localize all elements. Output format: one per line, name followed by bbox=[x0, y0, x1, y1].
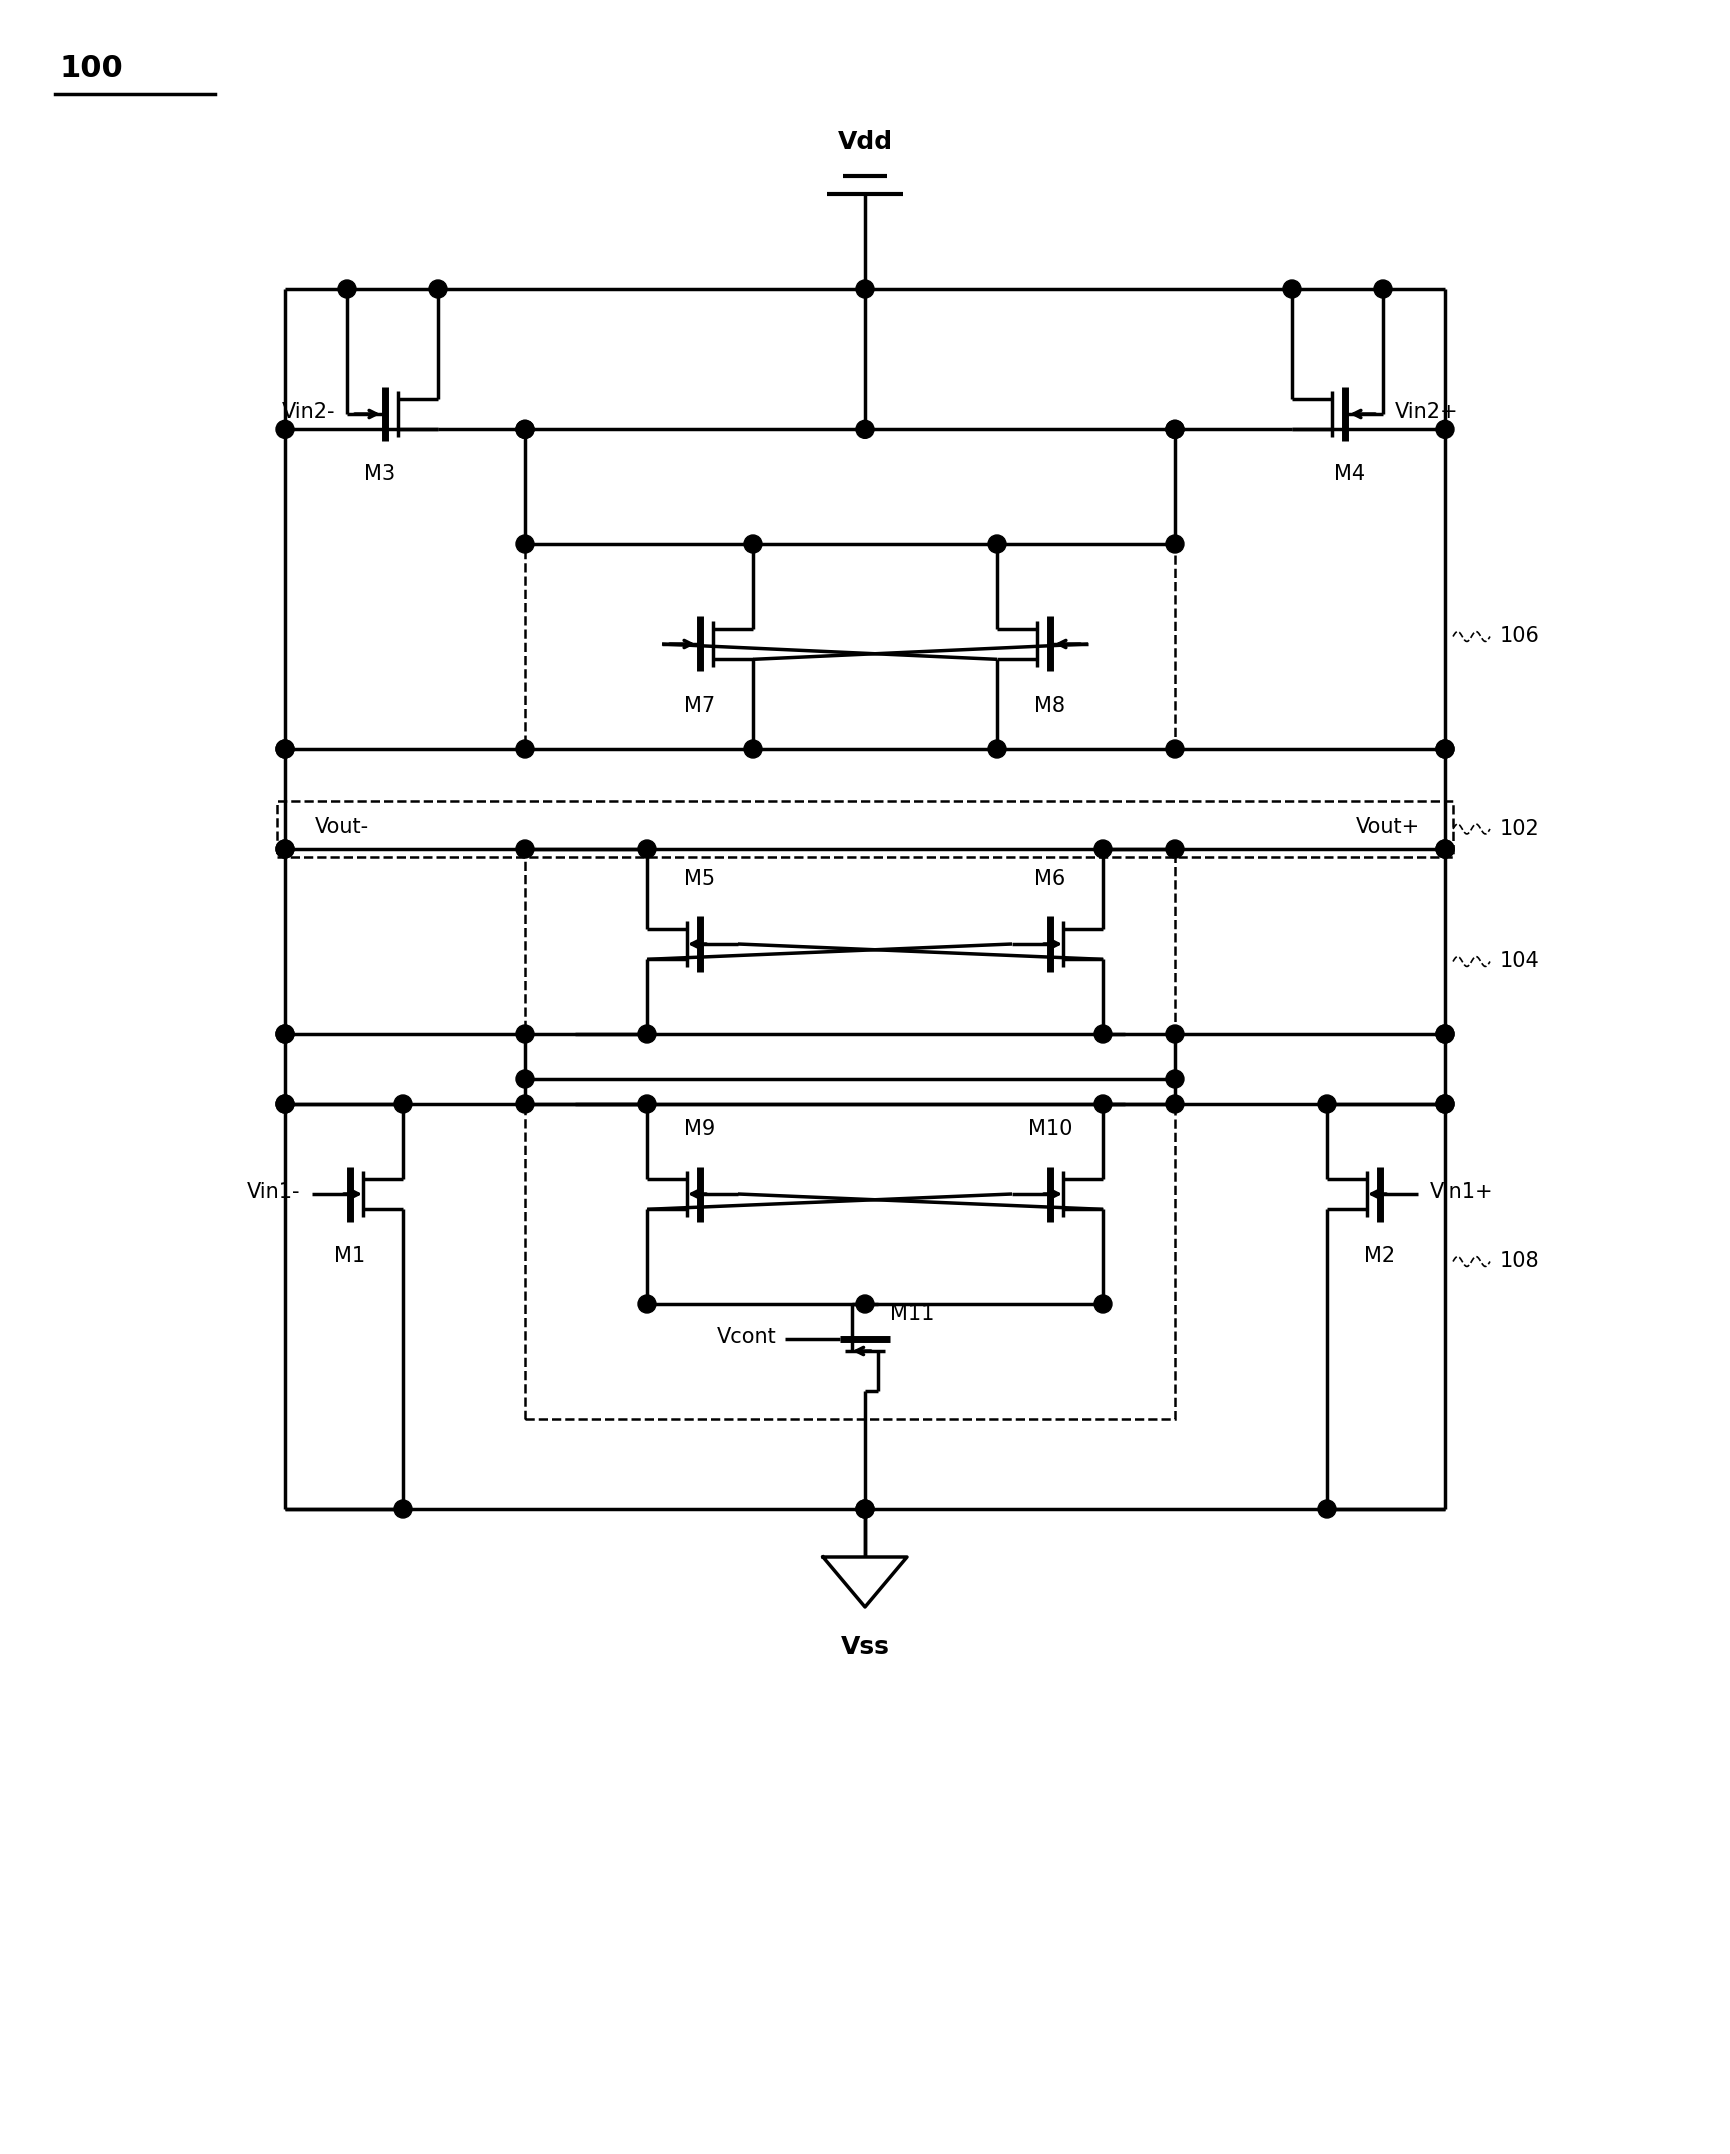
Text: Vin1-: Vin1- bbox=[246, 1183, 299, 1202]
Circle shape bbox=[516, 1071, 533, 1088]
Circle shape bbox=[275, 1025, 294, 1043]
Circle shape bbox=[394, 1499, 412, 1519]
Circle shape bbox=[988, 741, 1005, 758]
Circle shape bbox=[1317, 1094, 1336, 1114]
Text: 104: 104 bbox=[1500, 952, 1540, 971]
Circle shape bbox=[1093, 1094, 1111, 1114]
Circle shape bbox=[516, 741, 533, 758]
Circle shape bbox=[1436, 840, 1453, 857]
Circle shape bbox=[1093, 1025, 1111, 1043]
Text: M3: M3 bbox=[365, 463, 396, 485]
Text: M2: M2 bbox=[1363, 1245, 1394, 1267]
Text: 106: 106 bbox=[1500, 627, 1540, 646]
Circle shape bbox=[516, 840, 533, 857]
Circle shape bbox=[1166, 1025, 1183, 1043]
Circle shape bbox=[856, 1499, 874, 1519]
Text: M6: M6 bbox=[1035, 868, 1066, 890]
Circle shape bbox=[275, 741, 294, 758]
Text: M5: M5 bbox=[683, 868, 714, 890]
Circle shape bbox=[1436, 1094, 1453, 1114]
Bar bbox=[524, 849, 1175, 1034]
Circle shape bbox=[275, 840, 294, 857]
Circle shape bbox=[638, 1025, 656, 1043]
Text: Vdd: Vdd bbox=[837, 129, 893, 153]
Circle shape bbox=[275, 1094, 294, 1114]
Circle shape bbox=[1166, 1071, 1183, 1088]
Circle shape bbox=[1436, 741, 1453, 758]
Circle shape bbox=[1166, 420, 1183, 437]
Text: Vin2+: Vin2+ bbox=[1394, 403, 1458, 422]
Circle shape bbox=[744, 741, 761, 758]
Bar bbox=[524, 1105, 1175, 1419]
Text: M1: M1 bbox=[334, 1245, 365, 1267]
Circle shape bbox=[394, 1094, 412, 1114]
Circle shape bbox=[1436, 840, 1453, 857]
Text: Vcont: Vcont bbox=[716, 1327, 777, 1346]
Circle shape bbox=[275, 420, 294, 437]
Circle shape bbox=[638, 840, 656, 857]
Text: Vin1+: Vin1+ bbox=[1429, 1183, 1493, 1202]
Text: M10: M10 bbox=[1028, 1118, 1071, 1139]
Circle shape bbox=[1436, 741, 1453, 758]
Circle shape bbox=[1282, 280, 1301, 297]
Circle shape bbox=[856, 420, 874, 437]
Bar bbox=[524, 545, 1175, 750]
Circle shape bbox=[1436, 1025, 1453, 1043]
Circle shape bbox=[516, 1094, 533, 1114]
Circle shape bbox=[1317, 1499, 1336, 1519]
Circle shape bbox=[1093, 1295, 1111, 1314]
Circle shape bbox=[1166, 741, 1183, 758]
Circle shape bbox=[1166, 534, 1183, 554]
Circle shape bbox=[516, 420, 533, 437]
Text: Vss: Vss bbox=[841, 1635, 889, 1659]
Text: M9: M9 bbox=[683, 1118, 714, 1139]
Circle shape bbox=[1093, 840, 1111, 857]
Text: Vout-: Vout- bbox=[315, 816, 368, 838]
Circle shape bbox=[516, 534, 533, 554]
Circle shape bbox=[275, 1094, 294, 1114]
Text: 102: 102 bbox=[1500, 819, 1540, 840]
Text: M8: M8 bbox=[1035, 696, 1066, 715]
Circle shape bbox=[1166, 1094, 1183, 1114]
Circle shape bbox=[275, 1025, 294, 1043]
Text: Vin2-: Vin2- bbox=[282, 403, 336, 422]
Circle shape bbox=[638, 1295, 656, 1314]
Text: Vout+: Vout+ bbox=[1355, 816, 1419, 838]
Text: M7: M7 bbox=[683, 696, 714, 715]
Circle shape bbox=[516, 420, 533, 437]
Text: 100: 100 bbox=[61, 54, 123, 84]
Circle shape bbox=[1436, 1025, 1453, 1043]
Text: M11: M11 bbox=[889, 1303, 934, 1325]
Circle shape bbox=[856, 1499, 874, 1519]
Circle shape bbox=[856, 1295, 874, 1314]
Circle shape bbox=[1436, 1094, 1453, 1114]
Circle shape bbox=[744, 534, 761, 554]
Circle shape bbox=[1374, 280, 1391, 297]
Circle shape bbox=[337, 280, 356, 297]
Circle shape bbox=[1436, 420, 1453, 437]
Circle shape bbox=[1166, 840, 1183, 857]
Text: M4: M4 bbox=[1334, 463, 1365, 485]
Circle shape bbox=[516, 1025, 533, 1043]
Circle shape bbox=[638, 1094, 656, 1114]
Circle shape bbox=[856, 280, 874, 297]
Bar bbox=[277, 801, 1451, 857]
Circle shape bbox=[1166, 420, 1183, 437]
Text: 108: 108 bbox=[1500, 1251, 1538, 1271]
Circle shape bbox=[988, 534, 1005, 554]
Circle shape bbox=[275, 741, 294, 758]
Circle shape bbox=[429, 280, 446, 297]
Circle shape bbox=[275, 840, 294, 857]
